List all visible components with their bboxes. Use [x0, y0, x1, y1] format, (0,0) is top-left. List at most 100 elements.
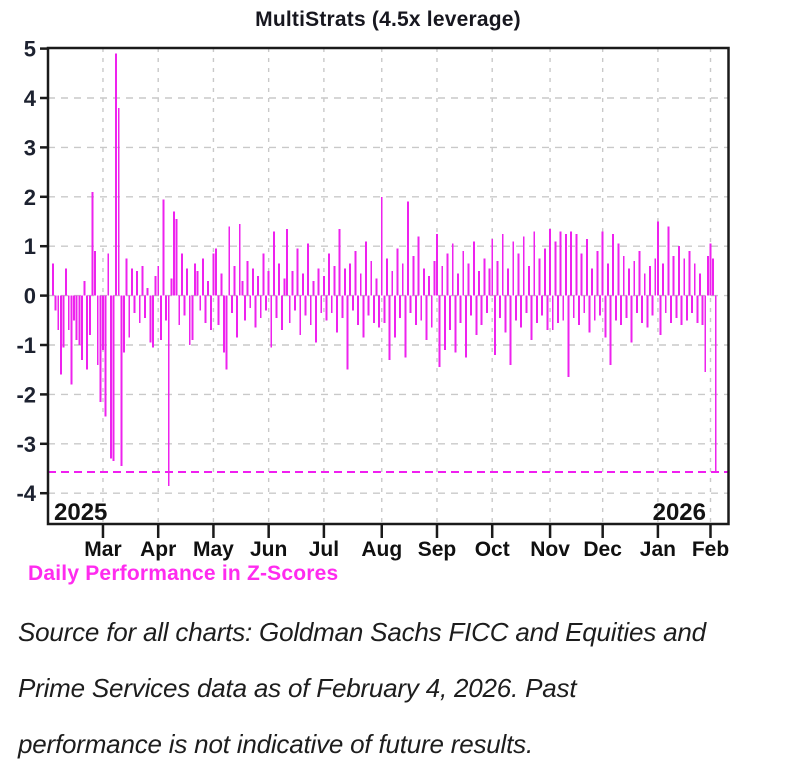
bar: [551, 295, 554, 331]
bar: [372, 295, 375, 323]
bar: [567, 295, 570, 378]
bar: [80, 295, 83, 360]
y-tick-label: 2: [24, 185, 36, 210]
bar: [251, 268, 254, 296]
bar: [391, 270, 394, 296]
bar: [628, 268, 630, 296]
bar: [517, 253, 520, 296]
bar: [475, 295, 478, 336]
bar: [578, 295, 580, 326]
year-label-right: 2026: [653, 499, 706, 526]
bar: [162, 199, 165, 296]
bar: [349, 263, 352, 296]
bar: [65, 268, 68, 296]
month-label: Jan: [640, 538, 676, 561]
bar: [601, 231, 604, 296]
bar: [575, 233, 578, 296]
bar: [301, 273, 304, 296]
bar: [504, 295, 507, 333]
bar: [52, 263, 54, 296]
bar: [280, 295, 283, 331]
bar: [294, 295, 296, 311]
bar: [549, 228, 552, 296]
bar: [459, 295, 462, 323]
month-label: Feb: [692, 538, 729, 561]
bar: [554, 241, 557, 296]
bar: [646, 295, 649, 328]
bar: [265, 295, 267, 311]
bar: [204, 295, 207, 323]
bar: [662, 263, 665, 296]
bar: [404, 295, 407, 358]
bar: [396, 248, 399, 296]
bar: [146, 288, 149, 296]
bar: [130, 268, 133, 296]
bar: [609, 295, 612, 365]
y-tick-label: 3: [24, 135, 36, 160]
bar: [638, 251, 641, 296]
bar: [217, 295, 220, 326]
bar: [367, 295, 370, 316]
bar: [701, 295, 704, 326]
bar: [309, 295, 312, 326]
bar: [441, 265, 444, 296]
bar: [462, 251, 465, 296]
bar: [67, 295, 70, 331]
bar: [651, 295, 654, 316]
plot-dynamic: 5 4 3 2 1 0 -1 -2 -3 -4 Mar Apr May Jun Jul Aug Sep Oct No…: [16, 37, 730, 561]
bar: [706, 256, 709, 296]
bar: [543, 248, 546, 296]
bar: [591, 268, 594, 296]
bar: [478, 270, 481, 296]
bar: [83, 280, 86, 296]
month-label: May: [193, 538, 234, 561]
month-label: Oct: [475, 538, 510, 561]
bar: [472, 241, 475, 296]
bar: [378, 295, 381, 328]
month-label: Apr: [140, 538, 176, 561]
bar: [446, 253, 449, 296]
bar: [170, 278, 173, 296]
bar: [230, 295, 233, 313]
bar: [201, 258, 204, 296]
bar: [488, 268, 491, 296]
bar: [246, 261, 249, 296]
bar: [228, 226, 231, 296]
bar: [520, 295, 523, 328]
bar: [380, 196, 383, 296]
bar: [606, 263, 609, 296]
bar: [714, 295, 717, 472]
bar: [454, 295, 457, 353]
bar: [699, 273, 701, 296]
bar: [693, 263, 696, 296]
y-tick-label: 0: [24, 284, 36, 309]
bar: [241, 280, 244, 296]
bar: [491, 238, 494, 296]
bar: [307, 243, 310, 296]
bar: [96, 295, 99, 365]
bar: [151, 295, 154, 348]
bar: [649, 265, 651, 296]
bar: [688, 251, 691, 296]
bar: [451, 243, 454, 296]
bar: [530, 295, 533, 341]
bar: [207, 280, 210, 296]
bar: [656, 221, 659, 296]
bar: [612, 233, 615, 296]
bar: [262, 253, 265, 296]
bar: [522, 236, 525, 296]
source-line: Prime Services data as of February 4, 20…: [18, 673, 577, 703]
bar: [617, 243, 620, 296]
bar: [633, 261, 636, 296]
bar: [533, 231, 536, 296]
bar: [630, 295, 633, 343]
y-tick-label: 1: [24, 234, 36, 259]
bar: [425, 295, 428, 341]
bar: [107, 253, 110, 296]
bar: [59, 295, 62, 375]
bar: [672, 256, 675, 296]
bar: [296, 248, 299, 296]
bar: [388, 295, 391, 360]
bar: [417, 236, 420, 296]
y-tick-label: -1: [16, 333, 36, 358]
